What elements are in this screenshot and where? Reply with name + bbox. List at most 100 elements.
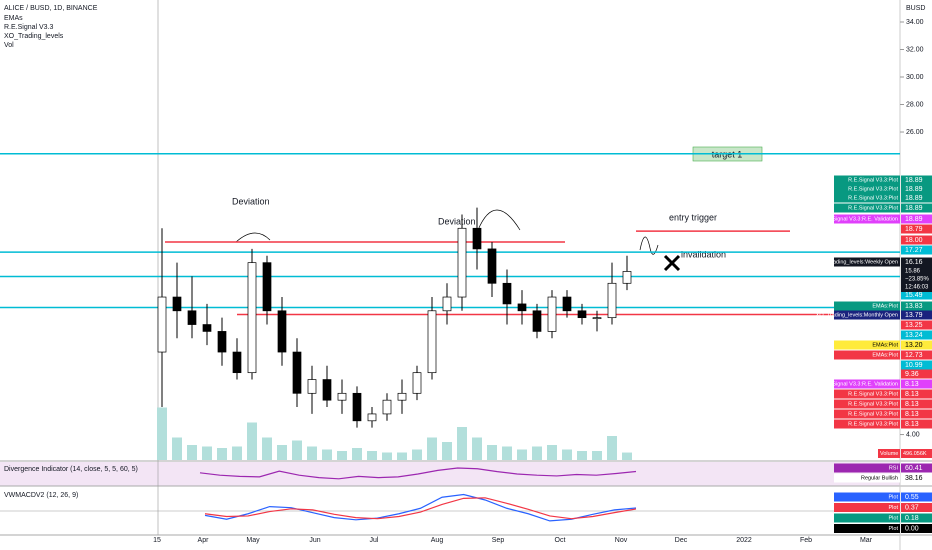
price-label-bg bbox=[901, 330, 932, 340]
price-label-name-bg bbox=[834, 379, 900, 389]
price-label-name: Plot bbox=[889, 515, 899, 521]
volume-bar bbox=[277, 445, 287, 460]
candle-body bbox=[502, 282, 512, 305]
price-label: 17.27 bbox=[905, 247, 923, 254]
price-label-bg bbox=[901, 184, 932, 194]
x-tick-label: 15 bbox=[153, 537, 161, 544]
candle-body bbox=[577, 310, 587, 319]
candle-body bbox=[457, 227, 467, 298]
y-tick-label: 30.00 bbox=[906, 74, 924, 81]
invalidation-mark bbox=[663, 254, 681, 272]
y-tick-label: 32.00 bbox=[906, 46, 924, 53]
price-label: 8.13 bbox=[905, 421, 919, 428]
price-label-bg bbox=[901, 389, 932, 399]
price-label-bg bbox=[901, 214, 932, 224]
price-label-name: R.E.Signal V3.3:Plot bbox=[848, 177, 898, 183]
volume-bar bbox=[352, 448, 362, 460]
price-label-bg bbox=[901, 193, 932, 203]
price-label-name-bg bbox=[834, 513, 900, 523]
price-label: 8.13 bbox=[905, 391, 919, 398]
volume-bar bbox=[292, 440, 302, 460]
volume-bar bbox=[427, 437, 437, 460]
price-label-name: EMAs:Plot bbox=[872, 303, 898, 309]
volume-bar bbox=[562, 449, 572, 460]
candle-body bbox=[262, 262, 272, 312]
volume-label: Volume bbox=[880, 451, 898, 457]
volume-bar bbox=[262, 437, 272, 460]
price-label: 13.25 bbox=[905, 322, 923, 329]
candle-body bbox=[322, 379, 332, 401]
price-label-bg bbox=[901, 203, 932, 213]
price-label-name: R.E.Signal V3.3:Plot bbox=[848, 421, 898, 427]
price-label-name: RSI bbox=[889, 465, 899, 471]
currency: BUSD bbox=[906, 5, 925, 12]
annotation: invalidation bbox=[681, 249, 726, 259]
price-label-bg bbox=[901, 379, 932, 389]
candle-body bbox=[292, 351, 302, 394]
volume-value: 496.056K bbox=[903, 451, 927, 457]
price-label-bg bbox=[901, 503, 932, 512]
rsi-line bbox=[199, 467, 637, 480]
candle-body bbox=[607, 282, 617, 319]
volume-bar bbox=[382, 452, 392, 460]
price-label-bg bbox=[901, 399, 932, 409]
candle-body bbox=[277, 310, 287, 353]
price-label: 13.83 bbox=[905, 303, 923, 310]
price-label: 16.16 bbox=[905, 259, 923, 266]
price-label-name-bg bbox=[834, 203, 900, 213]
x-tick-label: Feb bbox=[800, 537, 812, 544]
price-label-name-bg bbox=[834, 389, 900, 399]
volume-bar bbox=[217, 448, 227, 460]
x-tick-label: Apr bbox=[198, 537, 210, 544]
volume-bar bbox=[397, 452, 407, 460]
candle-body bbox=[187, 310, 197, 325]
x-tick-label: Oct bbox=[555, 537, 566, 544]
volume-bar bbox=[412, 449, 422, 460]
price-label: 18.89 bbox=[905, 177, 923, 184]
price-label: 0.00 bbox=[905, 525, 919, 532]
price-label-name-bg bbox=[834, 350, 900, 360]
candle-body bbox=[397, 392, 407, 401]
x-tick-label: May bbox=[246, 537, 260, 544]
price-label: 18.89 bbox=[905, 205, 923, 212]
candle-body bbox=[442, 296, 452, 312]
candle-body bbox=[472, 227, 482, 250]
price-label-bg bbox=[901, 369, 932, 379]
price-label-bg bbox=[901, 419, 932, 429]
volume-bar bbox=[517, 449, 527, 460]
macd-signal bbox=[204, 497, 637, 520]
indicator: EMAs bbox=[4, 15, 23, 22]
price-label-bg bbox=[901, 360, 932, 370]
volume-bar bbox=[187, 445, 197, 460]
price-label: 9.36 bbox=[905, 371, 919, 378]
price-label-bg bbox=[901, 235, 932, 245]
price-label-name-bg bbox=[834, 310, 900, 320]
candle-body bbox=[547, 296, 557, 332]
price-label-name-bg bbox=[834, 184, 900, 194]
price-label-bg bbox=[901, 473, 932, 483]
annotation: entry trigger bbox=[669, 212, 717, 222]
volume-bar bbox=[172, 437, 182, 460]
volume-bar bbox=[337, 451, 347, 460]
price-label-name-bg bbox=[834, 492, 900, 502]
volume-label-bg bbox=[878, 449, 900, 458]
price-label-bg bbox=[901, 175, 932, 185]
price-label-bg bbox=[901, 224, 932, 234]
price-label-bg bbox=[901, 290, 932, 300]
price-label-name: R.E.Signal V3.3:R.E. Validation bbox=[822, 381, 898, 387]
price-label-name-bg bbox=[834, 214, 900, 224]
price-label: 10.99 bbox=[905, 362, 923, 369]
symbol: ALICE / BUSD, 1D, BINANCE bbox=[4, 5, 98, 12]
price-label-name: EMAs:Plot bbox=[872, 342, 898, 348]
price-label-bg bbox=[901, 463, 932, 473]
price-label: 18.00 bbox=[905, 237, 923, 244]
price-label-name: R.E.Signal V3.3:Plot bbox=[848, 391, 898, 397]
indicator: Vol bbox=[4, 42, 14, 49]
x-tick-label: Jul bbox=[370, 537, 379, 544]
price-label: 15.49 bbox=[905, 292, 923, 299]
candle-body bbox=[517, 303, 527, 312]
price-label-name: R.E.Signal V3.3:Plot bbox=[848, 411, 898, 417]
price-label-bg bbox=[901, 301, 932, 311]
price-label-name-bg bbox=[834, 419, 900, 429]
price-label: 13.24 bbox=[905, 332, 923, 339]
